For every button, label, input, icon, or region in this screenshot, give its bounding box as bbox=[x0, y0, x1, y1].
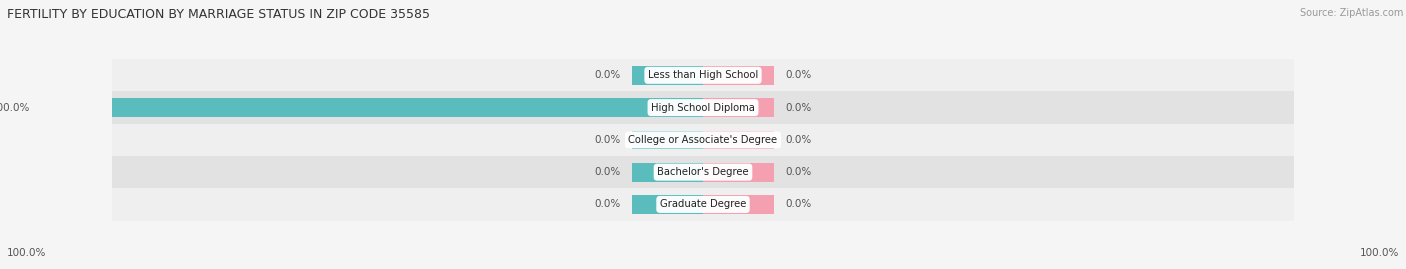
Text: Source: ZipAtlas.com: Source: ZipAtlas.com bbox=[1299, 8, 1403, 18]
Text: 100.0%: 100.0% bbox=[0, 102, 30, 113]
Text: FERTILITY BY EDUCATION BY MARRIAGE STATUS IN ZIP CODE 35585: FERTILITY BY EDUCATION BY MARRIAGE STATU… bbox=[7, 8, 430, 21]
Text: 0.0%: 0.0% bbox=[595, 167, 620, 177]
Bar bbox=[703, 163, 773, 182]
Bar bbox=[112, 188, 1294, 221]
Bar bbox=[112, 91, 1294, 124]
Bar bbox=[633, 130, 703, 149]
Bar bbox=[703, 130, 773, 149]
Bar bbox=[42, 98, 703, 117]
Text: 100.0%: 100.0% bbox=[7, 248, 46, 258]
Text: Less than High School: Less than High School bbox=[648, 70, 758, 80]
Text: Bachelor's Degree: Bachelor's Degree bbox=[657, 167, 749, 177]
Text: 0.0%: 0.0% bbox=[786, 167, 811, 177]
Text: College or Associate's Degree: College or Associate's Degree bbox=[628, 135, 778, 145]
Bar bbox=[703, 195, 773, 214]
Bar bbox=[633, 195, 703, 214]
Text: 0.0%: 0.0% bbox=[595, 199, 620, 210]
Bar bbox=[112, 124, 1294, 156]
Bar bbox=[633, 66, 703, 85]
Bar bbox=[112, 59, 1294, 91]
Text: Graduate Degree: Graduate Degree bbox=[659, 199, 747, 210]
Text: 0.0%: 0.0% bbox=[595, 70, 620, 80]
Text: 0.0%: 0.0% bbox=[786, 135, 811, 145]
Text: High School Diploma: High School Diploma bbox=[651, 102, 755, 113]
Text: 0.0%: 0.0% bbox=[786, 199, 811, 210]
Text: 0.0%: 0.0% bbox=[786, 102, 811, 113]
Text: 100.0%: 100.0% bbox=[1360, 248, 1399, 258]
Text: 0.0%: 0.0% bbox=[786, 70, 811, 80]
Bar bbox=[703, 98, 773, 117]
Text: 0.0%: 0.0% bbox=[595, 135, 620, 145]
Bar bbox=[633, 163, 703, 182]
Bar bbox=[112, 156, 1294, 188]
Bar bbox=[703, 66, 773, 85]
